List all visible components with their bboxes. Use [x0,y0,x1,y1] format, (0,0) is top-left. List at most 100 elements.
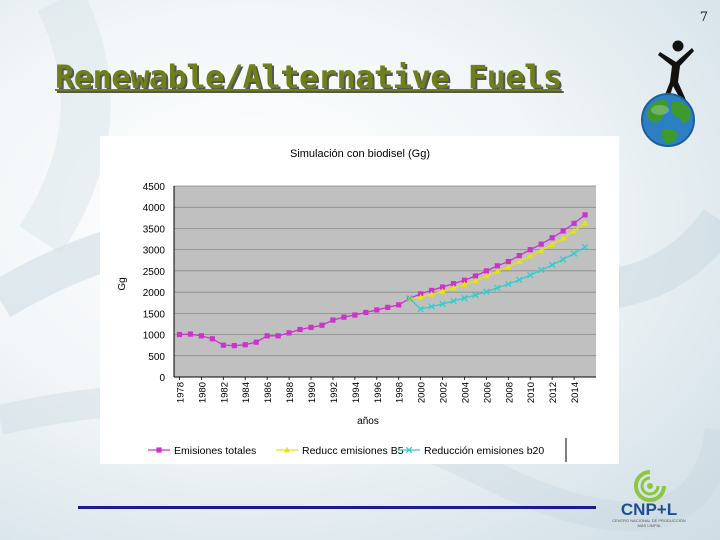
x-tick-label: 2002 [439,382,450,403]
x-tick-label: 1986 [263,382,274,403]
cnp-logo-text: CNP+L [620,500,678,519]
data-point [198,333,205,339]
bottom-rule [78,506,596,509]
data-point [494,284,501,292]
x-tick-label: 1998 [395,382,406,403]
x-tick-label: 1984 [241,382,252,403]
y-tick-label: 4500 [143,182,166,193]
legend-label: Emisiones totales [174,445,256,457]
data-point [549,235,555,241]
x-tick-label: 1996 [373,382,384,403]
legend-marker [284,446,290,453]
data-point [439,284,446,290]
data-point [253,339,259,345]
x-axis-label: años [357,416,379,427]
y-tick-label: 3000 [143,246,166,257]
person-globe-logo [641,40,695,147]
x-tick-label: 2010 [526,382,537,403]
y-tick-label: 2500 [143,267,166,278]
data-point [417,294,424,300]
data-point [450,284,457,291]
data-point [439,288,446,294]
data-point [385,304,391,310]
y-axis-label: Gg [117,277,128,290]
data-point [571,220,577,226]
data-point [418,291,424,297]
data-point [548,261,556,269]
legend-label: Reducc emisiones B5 [302,445,404,457]
data-point [472,273,479,279]
chart-title: Simulación con biodisel (Gg) [290,148,430,160]
data-point [461,294,468,302]
data-point [352,312,358,318]
data-point [538,241,544,247]
x-tick-label: 1980 [197,382,208,403]
x-tick-label: 1982 [219,382,230,403]
data-point [264,333,270,339]
data-point [450,281,457,287]
data-point [176,331,183,338]
data-point [483,272,490,279]
data-point [308,324,314,330]
data-point [363,309,369,316]
data-point [516,258,523,264]
data-point [494,263,500,269]
x-tick-label: 1988 [285,382,296,403]
data-point [417,305,424,313]
data-point [461,277,468,283]
data-point [450,297,457,305]
x-tick-label: 1990 [307,382,318,403]
data-point [330,317,336,323]
person-figure-icon [658,40,694,102]
data-point [242,342,248,348]
data-point [187,331,194,337]
data-point [560,235,567,241]
data-point [275,333,281,339]
data-point [428,303,435,310]
x-tick-label: 2014 [570,382,581,403]
data-point [231,342,237,349]
data-point [581,243,589,251]
data-point [428,291,435,297]
data-point [483,268,489,274]
cnp-leaf-icon [634,470,666,502]
data-point [526,271,534,279]
data-point [516,253,522,259]
cnp-logo-subtext: CENTRO NACIONAL DE PRODUCCIÓN MÁS LIMPIA [612,518,686,528]
chart-canvas: Simulación con biodisel (Gg) Gg años 450… [117,148,596,462]
data-point [209,336,215,342]
x-tick-label: 2008 [504,382,515,403]
slide-title: Renewable/Alternative Fuels [55,58,562,96]
data-point [439,300,446,308]
data-point [472,277,479,284]
globe-icon [641,93,695,147]
y-tick-label: 2000 [143,288,166,299]
data-point [505,258,511,265]
data-point [220,342,226,348]
data-point [505,280,512,288]
data-point [516,276,523,284]
data-point [549,241,556,247]
y-tick-label: 4000 [143,203,166,214]
data-point [538,247,545,253]
x-tick-label: 1978 [175,382,186,403]
data-point [571,227,578,234]
x-tick-label: 1994 [351,382,362,403]
data-point [374,307,380,313]
x-tick-label: 2012 [548,382,559,403]
data-point [582,219,589,226]
data-point [559,256,567,263]
y-tick-label: 500 [148,352,165,363]
plot-area [174,186,596,377]
data-point [582,212,588,218]
data-point [297,326,303,333]
y-tick-label: 0 [159,373,165,384]
data-point [537,266,545,274]
x-tick-label: 1992 [329,382,340,403]
x-tick-label: 2000 [417,382,428,403]
data-point [527,252,534,259]
x-tick-label: 2004 [460,382,471,403]
chart-panel: Simulación con biodisel (Gg) Gg años 450… [100,136,619,464]
data-point [428,287,435,294]
data-point [505,263,512,270]
